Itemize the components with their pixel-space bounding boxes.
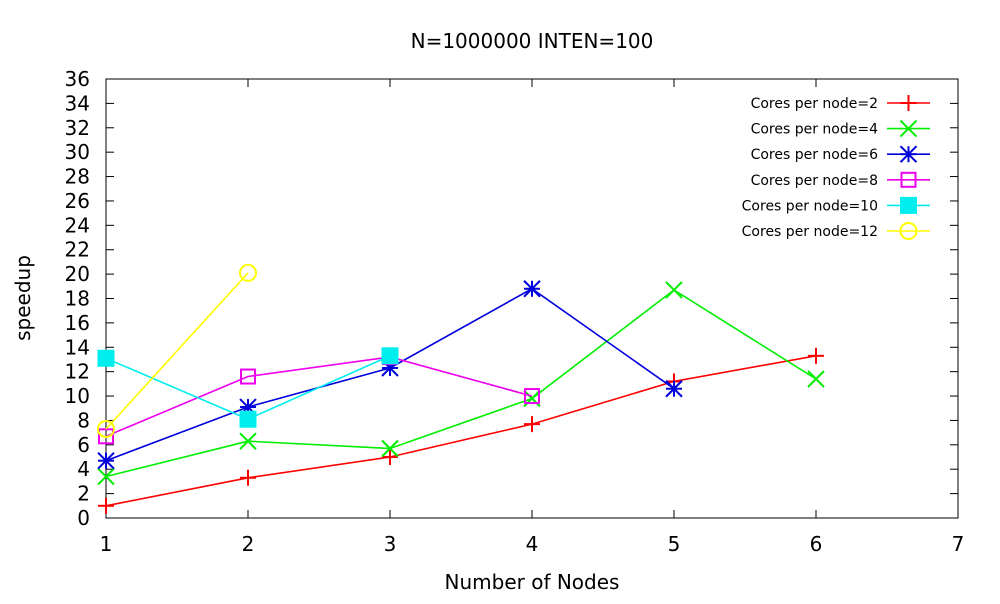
y-tick-label: 30: [65, 140, 90, 164]
y-tick-label: 18: [65, 287, 90, 311]
data-point: [524, 390, 540, 406]
legend-entry: Cores per node=8: [751, 173, 930, 189]
y-tick-label: 32: [65, 116, 90, 140]
y-tick-label: 0: [77, 506, 90, 530]
legend-entry: Cores per node=2: [751, 95, 930, 112]
data-point: [98, 453, 114, 469]
legend-entry: Cores per node=6: [751, 146, 930, 163]
legend-entry: Cores per node=10: [742, 197, 930, 214]
data-point: [240, 470, 256, 486]
y-tick-label: 12: [65, 360, 90, 384]
data-point: [382, 348, 398, 364]
y-tick-label: 4: [77, 457, 90, 481]
x-tick-label: 7: [952, 532, 965, 556]
series-line: [106, 356, 816, 506]
y-tick-label: 28: [65, 165, 90, 189]
legend-label: Cores per node=12: [742, 224, 878, 240]
data-point: [808, 348, 824, 364]
data-point: [98, 350, 114, 366]
data-point: [666, 381, 682, 397]
chart-title: N=1000000 INTEN=100: [411, 29, 654, 53]
data-point: [240, 411, 256, 427]
data-point: [98, 498, 114, 514]
series-cores-per-node-12: [98, 265, 256, 437]
y-tick-label: 16: [65, 311, 90, 335]
y-tick-label: 8: [77, 408, 90, 432]
x-tick-label: 2: [242, 532, 255, 556]
data-point: [808, 371, 824, 387]
legend: Cores per node=2 Cores per node=4 Cores pe…: [742, 95, 930, 240]
y-tick-label: 6: [77, 433, 90, 457]
legend-label: Cores per node=2: [751, 96, 878, 112]
y-tick-label: 26: [65, 189, 90, 213]
legend-label: Cores per node=6: [751, 147, 879, 163]
y-axis-title: speedup: [11, 255, 35, 341]
data-point: [666, 282, 682, 298]
y-tick-label: 20: [65, 262, 90, 286]
legend-marker: [901, 197, 917, 213]
legend-label: Cores per node=8: [751, 173, 878, 189]
x-tick-label: 4: [526, 532, 539, 556]
series-line: [106, 357, 532, 436]
data-point: [240, 265, 256, 281]
series-cores-per-node-4: [98, 282, 824, 485]
x-tick-label: 3: [384, 532, 397, 556]
y-tick-label: 2: [77, 482, 90, 506]
y-tick-label: 36: [65, 67, 90, 91]
legend-entry: Cores per node=12: [742, 223, 930, 240]
x-axis-title: Number of Nodes: [445, 570, 620, 594]
legend-label: Cores per node=10: [742, 198, 878, 214]
x-tick-label: 5: [668, 532, 681, 556]
y-tick-label: 14: [65, 335, 90, 359]
x-tick-label: 6: [810, 532, 823, 556]
y-tick-label: 22: [65, 238, 90, 262]
series-layer: [98, 265, 824, 514]
data-point: [524, 416, 540, 432]
plot-frame: [106, 79, 958, 518]
series-cores-per-node-6: [98, 281, 682, 469]
x-tick-label: 1: [100, 532, 113, 556]
data-point: [524, 281, 540, 297]
legend-marker: [901, 95, 917, 111]
series-line: [106, 290, 816, 477]
data-point: [382, 449, 398, 465]
y-tick-label: 34: [65, 91, 90, 115]
legend-marker: [901, 146, 917, 162]
y-tick-label: 10: [65, 384, 90, 408]
legend-entry: Cores per node=4: [751, 121, 930, 138]
y-tick-label: 24: [65, 213, 90, 237]
legend-label: Cores per node=4: [751, 122, 879, 138]
series-cores-per-node-2: [98, 348, 824, 514]
